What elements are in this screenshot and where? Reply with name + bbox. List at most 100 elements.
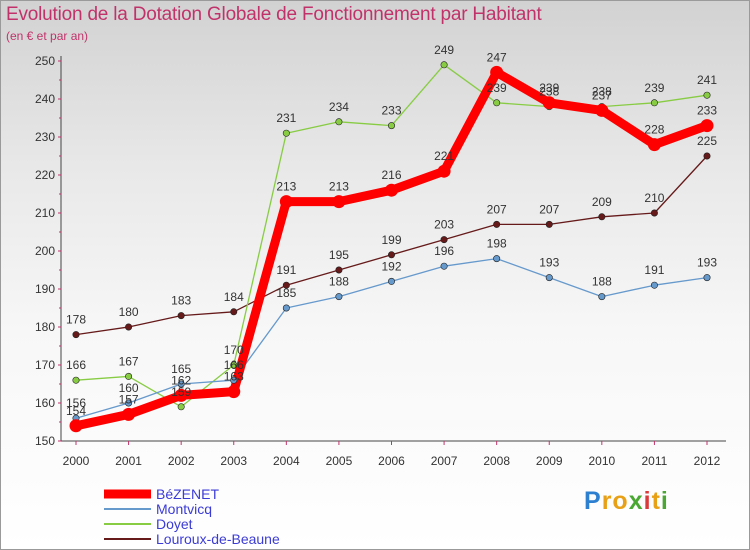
x-tick-label: 2001	[115, 454, 142, 468]
data-label: 239	[487, 81, 507, 95]
data-label: 188	[592, 275, 612, 289]
data-point	[72, 331, 80, 339]
data-point	[703, 91, 711, 99]
data-point	[69, 419, 83, 433]
data-label: 213	[329, 180, 349, 194]
data-point	[177, 403, 185, 411]
data-label: 170	[224, 343, 244, 357]
data-label: 160	[119, 381, 139, 395]
proxiti-logo: Proxiti	[584, 487, 669, 516]
data-point	[72, 376, 80, 384]
data-label: 183	[171, 294, 191, 308]
data-point	[387, 122, 395, 130]
data-label: 166	[66, 358, 86, 372]
data-label: 233	[381, 104, 401, 118]
data-point	[595, 103, 609, 117]
brand-letter: x	[628, 487, 644, 515]
data-label: 166	[224, 358, 244, 372]
data-point	[230, 361, 238, 369]
data-label: 209	[592, 195, 612, 209]
data-label: 210	[644, 191, 664, 205]
data-label: 192	[381, 259, 401, 273]
data-label: 207	[487, 202, 507, 216]
data-label: 185	[276, 286, 296, 300]
data-label: 207	[539, 202, 559, 216]
y-tick-label: 210	[35, 206, 55, 220]
data-label: 231	[276, 111, 296, 125]
x-tick-label: 2004	[273, 454, 300, 468]
data-point	[174, 388, 188, 402]
data-point	[335, 118, 343, 126]
data-point	[440, 262, 448, 270]
y-tick-label: 200	[35, 244, 55, 258]
data-label: 241	[697, 73, 717, 87]
data-point	[650, 99, 658, 107]
y-tick-label: 170	[35, 358, 55, 372]
data-point	[387, 277, 395, 285]
data-point	[647, 138, 661, 152]
data-label: 193	[697, 256, 717, 270]
x-tick-label: 2011	[642, 454, 668, 468]
data-point	[650, 281, 658, 289]
legend-label: Montvicq	[156, 501, 212, 517]
data-point	[125, 372, 133, 380]
data-label: 180	[119, 305, 139, 319]
data-point	[282, 304, 290, 312]
data-label: 239	[539, 81, 559, 95]
brand-letter: i	[643, 487, 652, 515]
data-point	[279, 195, 293, 209]
legend-label: Doyet	[156, 516, 193, 532]
data-point	[332, 195, 346, 209]
legend-label: Louroux-de-Beaune	[156, 531, 280, 547]
data-point	[542, 96, 556, 110]
data-label: 238	[592, 85, 612, 99]
brand-letter: o	[612, 487, 629, 515]
x-tick-label: 2010	[588, 454, 615, 468]
data-label: 154	[66, 404, 86, 418]
data-label: 239	[644, 81, 664, 95]
data-label: 156	[66, 396, 86, 410]
data-label: 159	[171, 385, 191, 399]
data-point	[437, 164, 451, 178]
data-label: 191	[644, 263, 664, 277]
brand-letter: r	[601, 487, 613, 515]
data-point	[440, 61, 448, 69]
y-tick-label: 190	[35, 282, 55, 296]
chart-title: Evolution de la Dotation Globale de Fonc…	[6, 4, 542, 25]
data-label: 178	[66, 313, 86, 327]
data-label: 221	[434, 149, 454, 163]
data-label: 216	[381, 168, 401, 182]
data-label: 228	[644, 123, 664, 137]
data-point	[177, 312, 185, 320]
data-label: 191	[276, 263, 296, 277]
data-point	[700, 119, 714, 133]
data-point	[282, 129, 290, 137]
data-label: 225	[697, 134, 717, 148]
data-label: 184	[224, 290, 244, 304]
x-tick-label: 2008	[483, 454, 510, 468]
data-point	[227, 385, 241, 399]
data-point	[177, 380, 185, 388]
y-tick-label: 180	[35, 320, 55, 334]
data-label: 238	[539, 85, 559, 99]
y-tick-label: 160	[35, 396, 55, 410]
data-point	[703, 152, 711, 160]
x-tick-label: 2005	[326, 454, 353, 468]
data-point	[387, 251, 395, 259]
data-point	[493, 99, 501, 107]
data-point	[230, 376, 238, 384]
data-label: 195	[329, 248, 349, 262]
x-tick-label: 2002	[168, 454, 195, 468]
data-point	[545, 274, 553, 282]
x-tick-label: 2009	[536, 454, 563, 468]
data-label: 249	[434, 43, 454, 57]
data-point	[598, 293, 606, 301]
data-label: 167	[119, 354, 139, 368]
data-point	[230, 308, 238, 316]
data-point	[490, 65, 504, 79]
data-point	[440, 236, 448, 244]
data-label: 165	[171, 362, 191, 376]
data-point	[598, 213, 606, 221]
